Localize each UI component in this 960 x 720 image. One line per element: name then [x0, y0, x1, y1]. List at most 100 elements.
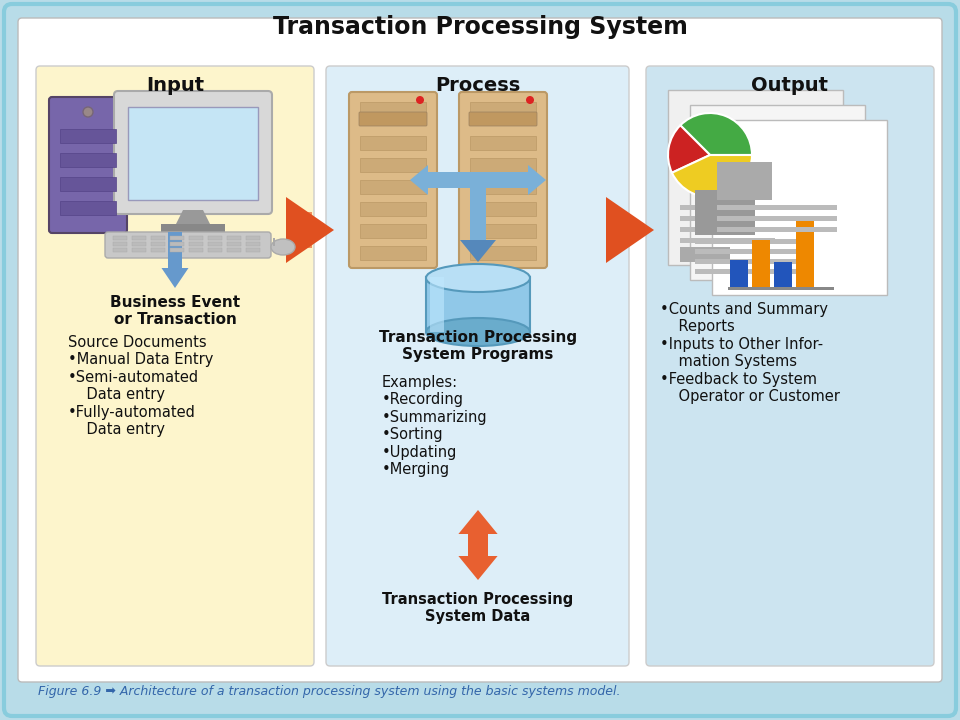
FancyBboxPatch shape [349, 92, 437, 268]
Bar [360, 102, 426, 112]
Polygon shape [410, 165, 428, 195]
Bar [189, 248, 203, 252]
Text: •Counts and Summary
    Reports
•Inputs to Other Infor-
    mation Systems
•Feed: •Counts and Summary Reports •Inputs to O… [660, 302, 840, 404]
Bar [426, 277, 530, 332]
Text: Business Event
or Transaction: Business Event or Transaction [110, 295, 240, 328]
Bar [680, 238, 775, 243]
FancyBboxPatch shape [359, 112, 427, 126]
Bar [470, 102, 536, 112]
Bar [360, 224, 426, 238]
Polygon shape [459, 556, 497, 580]
Text: Figure 6.9 ➡ Architecture of a transaction processing system using the basic sys: Figure 6.9 ➡ Architecture of a transacti… [38, 685, 620, 698]
Bar [606, 212, 627, 248]
Bar [470, 180, 536, 194]
FancyBboxPatch shape [326, 66, 629, 666]
Bar [113, 236, 127, 240]
Bar [717, 216, 837, 221]
Bar [208, 248, 222, 252]
Bar [606, 225, 627, 235]
Polygon shape [528, 165, 546, 195]
Bar [470, 158, 536, 172]
FancyBboxPatch shape [114, 91, 272, 214]
Bar [273, 238, 275, 246]
FancyBboxPatch shape [459, 92, 547, 268]
Circle shape [526, 96, 534, 104]
Bar [132, 236, 146, 240]
Bar [113, 242, 127, 246]
Bar [695, 239, 800, 244]
Ellipse shape [426, 264, 530, 292]
Bar [246, 248, 260, 252]
Bar [680, 247, 730, 262]
Bar [470, 202, 536, 216]
Bar [695, 190, 755, 235]
Bar [690, 105, 865, 280]
Circle shape [83, 107, 93, 117]
Bar [227, 248, 241, 252]
Bar [680, 216, 775, 221]
Bar [208, 242, 222, 246]
Ellipse shape [271, 239, 295, 255]
Bar [717, 205, 837, 210]
FancyBboxPatch shape [469, 112, 537, 126]
Bar [170, 236, 184, 240]
Text: Output: Output [752, 76, 828, 94]
Text: Transaction Processing
System Programs: Transaction Processing System Programs [379, 330, 577, 362]
Bar [208, 236, 222, 240]
Text: Examples:
•Recording
•Summarizing
•Sorting
•Updating
•Merging: Examples: •Recording •Summarizing •Sorti… [382, 375, 488, 477]
Bar [60, 153, 116, 167]
Bar [227, 236, 241, 240]
Bar [227, 242, 241, 246]
Circle shape [416, 96, 424, 104]
Bar [170, 242, 184, 246]
Bar [728, 287, 834, 290]
Polygon shape [606, 197, 654, 263]
Wedge shape [668, 125, 710, 173]
Bar [774, 262, 792, 290]
Bar [695, 249, 800, 254]
Bar [717, 227, 837, 232]
Bar [132, 248, 146, 252]
Polygon shape [161, 268, 188, 288]
Polygon shape [286, 197, 334, 263]
Bar [189, 242, 203, 246]
Polygon shape [459, 510, 497, 534]
Polygon shape [175, 210, 211, 226]
Bar [470, 136, 536, 150]
Bar [60, 177, 116, 191]
Bar [680, 227, 775, 232]
FancyBboxPatch shape [36, 66, 314, 666]
Bar [113, 248, 127, 252]
FancyBboxPatch shape [4, 4, 956, 716]
Bar [428, 172, 528, 188]
FancyBboxPatch shape [18, 18, 942, 682]
Bar [695, 259, 800, 264]
Bar [286, 212, 312, 248]
Bar [60, 201, 116, 215]
Bar [189, 236, 203, 240]
Bar [168, 232, 182, 268]
FancyBboxPatch shape [49, 97, 127, 233]
Text: Input: Input [146, 76, 204, 94]
Bar [151, 236, 165, 240]
Text: Transaction Processing System: Transaction Processing System [273, 15, 687, 39]
Bar [430, 277, 444, 332]
Bar [470, 224, 536, 238]
Bar [286, 225, 312, 235]
Bar [151, 248, 165, 252]
Bar [468, 534, 488, 556]
Bar [470, 182, 486, 240]
Ellipse shape [426, 318, 530, 346]
Wedge shape [672, 155, 752, 197]
Bar [680, 205, 775, 210]
Bar [151, 242, 165, 246]
Bar [717, 162, 772, 200]
Bar [695, 269, 800, 274]
Bar [360, 158, 426, 172]
Bar [360, 202, 426, 216]
Bar [470, 246, 536, 260]
Bar [246, 236, 260, 240]
Bar [360, 180, 426, 194]
Bar [752, 240, 770, 290]
Bar [668, 90, 843, 265]
